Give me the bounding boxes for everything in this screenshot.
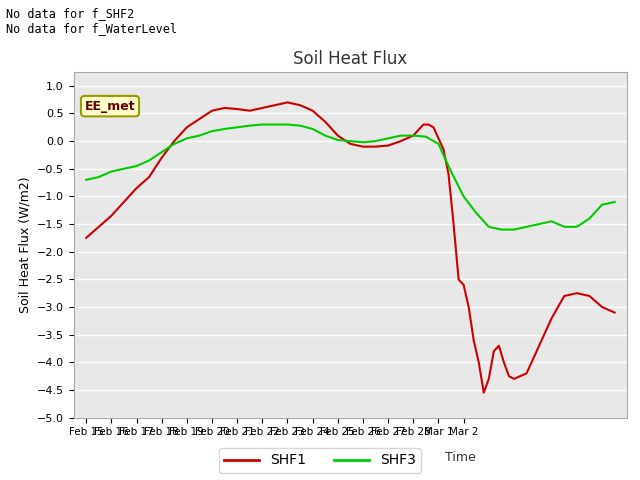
SHF3 [208,128,216,134]
SHF3 [586,216,593,221]
SHF3 [422,134,429,140]
Text: No data for f_WaterLevel: No data for f_WaterLevel [6,22,177,35]
SHF3 [535,221,543,227]
Y-axis label: Soil Heat Flux (W/m2): Soil Heat Flux (W/m2) [18,177,31,313]
Title: Soil Heat Flux: Soil Heat Flux [293,49,408,68]
SHF3 [132,163,140,169]
SHF3 [611,199,618,205]
SHF1 [158,155,166,161]
SHF3 [309,126,317,132]
SHF3 [234,124,241,130]
SHF3 [246,123,253,129]
SHF3 [497,227,505,232]
SHF3 [598,202,606,207]
SHF3 [472,210,480,216]
SHF1 [561,293,568,299]
SHF3 [95,174,102,180]
SHF1 [208,108,216,114]
SHF3 [145,157,153,163]
SHF1 [246,108,253,114]
SHF1 [611,310,618,315]
SHF3 [183,135,191,141]
SHF3 [485,224,493,230]
SHF1 [284,99,291,105]
SHF3 [120,166,128,172]
SHF1 [598,304,606,310]
SHF3 [334,137,342,143]
SHF3 [296,123,304,129]
SHF3 [83,177,90,183]
SHF3 [435,141,442,147]
Line: SHF3: SHF3 [86,124,614,229]
Text: EE_met: EE_met [84,100,135,113]
SHF3 [372,138,380,144]
SHF3 [284,121,291,127]
Legend: SHF1, SHF3: SHF1, SHF3 [219,448,421,473]
SHF3 [523,224,531,230]
SHF3 [170,141,178,147]
SHF3 [359,139,367,145]
SHF3 [410,132,417,138]
SHF3 [561,224,568,230]
SHF3 [573,224,580,230]
Line: SHF1: SHF1 [86,102,614,393]
SHF3 [447,168,455,174]
SHF3 [196,132,204,138]
SHF3 [384,135,392,141]
SHF1 [480,390,488,396]
SHF3 [548,218,556,224]
Text: Time: Time [445,451,476,464]
SHF1 [347,141,355,147]
SHF3 [321,132,329,138]
Text: No data for f_SHF2: No data for f_SHF2 [6,7,134,20]
SHF3 [510,227,518,232]
SHF3 [397,132,404,138]
SHF3 [158,149,166,155]
SHF3 [460,193,467,199]
SHF3 [347,138,355,144]
SHF3 [108,168,115,174]
SHF3 [221,126,228,132]
SHF3 [271,121,279,127]
SHF3 [259,121,266,127]
SHF1 [83,235,90,241]
